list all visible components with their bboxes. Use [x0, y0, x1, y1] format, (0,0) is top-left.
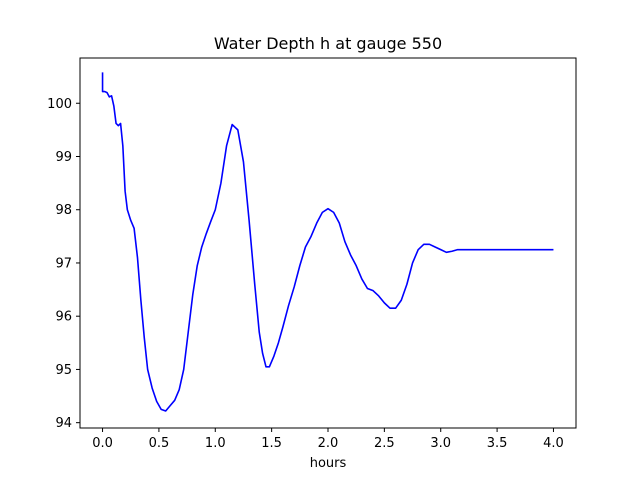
y-tick-label: 98 [55, 203, 72, 218]
y-axis: 94 95 96 97 98 99 100 [47, 97, 80, 431]
y-tick-label: 95 [55, 363, 72, 378]
x-tick-label: 2.5 [374, 436, 395, 451]
x-tick-label: 1.5 [261, 436, 282, 451]
y-tick-label: 96 [55, 310, 72, 325]
y-tick-label: 94 [55, 416, 72, 431]
chart-title: Water Depth h at gauge 550 [214, 34, 442, 53]
x-tick-label: 4.0 [543, 436, 564, 451]
series-layer [101, 72, 554, 412]
y-tick-label: 100 [47, 97, 72, 112]
x-axis: 0.0 0.5 1.0 1.5 2.0 2.5 3.0 3.5 4.0 [92, 428, 564, 451]
x-tick-label: 1.0 [205, 436, 226, 451]
x-tick-label: 2.0 [318, 436, 339, 451]
x-tick-label: 3.0 [430, 436, 451, 451]
x-tick-label: 0.5 [149, 436, 170, 451]
x-tick-label: 0.0 [92, 436, 113, 451]
water-depth-line [101, 72, 554, 412]
x-axis-label: hours [310, 456, 347, 471]
x-tick-label: 3.5 [487, 436, 508, 451]
y-tick-label: 97 [55, 256, 72, 271]
y-tick-label: 99 [55, 150, 72, 165]
